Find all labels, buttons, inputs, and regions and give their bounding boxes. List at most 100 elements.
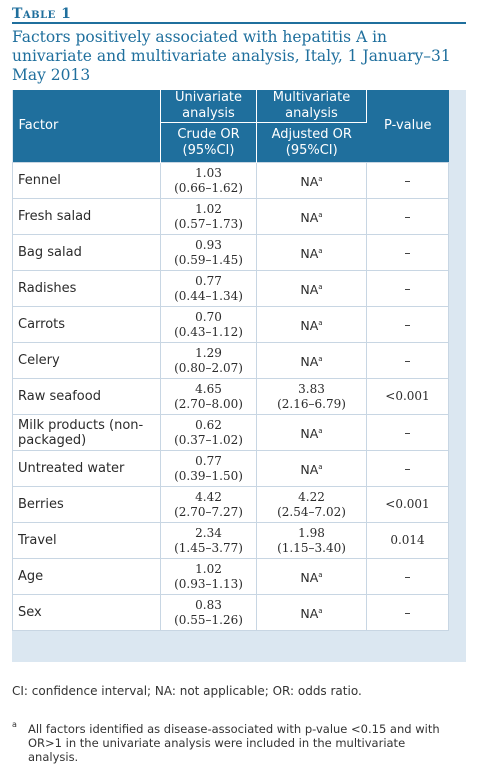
crude-ci-value: (0.39–1.50) [174,468,243,483]
crude-or-value: 0.83 [195,597,222,612]
adjusted-or-cell: NAa [256,234,367,271]
pvalue-cell: 0.014 [366,522,449,559]
pvalue-cell: <0.001 [366,378,449,415]
adjusted-or-cell: NAa [256,162,367,199]
adjusted-or-cell: NAa [256,198,367,235]
crude-or-cell: 0.77 (0.44–1.34) [160,270,257,307]
crude-or-value: 4.42 [195,489,222,504]
factor-cell: Raw seafood [12,378,161,415]
header-row-bottom: Crude OR (95%CI) Adjusted OR (95%CI) [13,122,449,163]
adjusted-or-cell: 1.98 (1.15–3.40) [256,522,367,559]
table-panel: Factor Univariate analysis Multivariate … [12,90,466,662]
adjusted-or-cell: 4.22 (2.54–7.02) [256,486,367,523]
adjusted-or-value: NA [300,210,319,226]
factor-cell: Bag salad [12,234,161,271]
adjusted-or-value: NA [300,462,319,478]
adjusted-or-value: 1.98 [298,525,325,540]
adjusted-or-value: 4.22 [298,489,325,504]
header-factor: Factor [12,90,161,163]
adjusted-or-cell: NAa [256,342,367,379]
table-row: Raw seafood 4.65 (2.70–8.00) 3.83 (2.16–6.79… [12,378,449,415]
footnote-a-text: All factors identified as disease-associ… [28,722,440,764]
footnote-ref: a [318,246,323,255]
adjusted-or-cell: NAa [256,450,367,487]
adjusted-or-value: 3.83 [298,381,325,396]
crude-or-cell: 0.83 (0.55–1.26) [160,594,257,631]
table-row: Fennel 1.03 (0.66–1.62) NAa – [12,162,449,199]
crude-or-cell: 0.70 (0.43–1.12) [160,306,257,343]
factor-cell: Age [12,558,161,595]
crude-or-cell: 0.93 (0.59–1.45) [160,234,257,271]
crude-ci-value: (0.80–2.07) [174,360,243,375]
factor-cell: Celery [12,342,161,379]
crude-or-cell: 1.02 (0.57–1.73) [160,198,257,235]
factor-cell: Travel [12,522,161,559]
crude-or-cell: 0.77 (0.39–1.50) [160,450,257,487]
crude-or-cell: 1.03 (0.66–1.62) [160,162,257,199]
crude-ci-value: (0.93–1.13) [174,576,243,591]
table-row: Travel 2.34 (1.45–3.77) 1.98 (1.15–3.40) 0.01… [12,522,449,559]
adjusted-or-value: NA [300,174,319,190]
pvalue-cell: – [366,450,449,487]
pvalue-cell: – [366,342,449,379]
pvalue-cell: <0.001 [366,486,449,523]
adjusted-or-cell: NAa [256,270,367,307]
crude-ci-value: (0.43–1.12) [174,324,243,339]
table-row: Sex 0.83 (0.55–1.26) NAa – [12,594,449,631]
adjusted-or-cell: NAa [256,414,367,451]
footnote-ref: a [318,174,323,183]
pvalue-cell: – [366,594,449,631]
factor-cell: Fennel [12,162,161,199]
header-crude-or-label: Crude OR [177,126,240,142]
adjusted-or-value: NA [300,246,319,262]
factor-cell: Berries [12,486,161,523]
pvalue-cell: – [366,414,449,451]
footnote-a-mark: a [12,720,17,729]
factor-cell: Carrots [12,306,161,343]
factor-cell: Radishes [12,270,161,307]
footnote-ref: a [318,606,323,615]
header-adjusted-ci-label: (95%CI) [285,142,338,158]
footnote-ref: a [318,354,323,363]
crude-ci-value: (0.55–1.26) [174,612,243,627]
adjusted-or-value: NA [300,318,319,334]
adjusted-ci-value: (2.54–7.02) [277,504,346,519]
adjusted-or-value: NA [300,354,319,370]
crude-or-value: 1.29 [195,345,222,360]
crude-ci-value: (2.70–7.27) [174,504,243,519]
pvalue-cell: – [366,558,449,595]
footnote-ref: a [318,210,323,219]
table-row: Berries 4.42 (2.70–7.27) 4.22 (2.54–7.02) <0.… [12,486,449,523]
pvalue-cell: – [366,162,449,199]
table-label: Table 1 [12,6,72,22]
adjusted-ci-value: (1.15–3.40) [277,540,346,555]
table-row: Radishes 0.77 (0.44–1.34) NAa – [12,270,449,307]
pvalue-cell: – [366,270,449,307]
header-adjusted-or-label: Adjusted OR [271,126,352,142]
crude-ci-value: (0.44–1.34) [174,288,243,303]
table-row: Untreated water 0.77 (0.39–1.50) NAa – [12,450,449,487]
crude-ci-value: (2.70–8.00) [174,396,243,411]
table-row: Milk products (non-packaged) 0.62 (0.37–1.… [12,414,449,451]
header-adjusted-or: Adjusted OR (95%CI) [256,122,367,163]
factor-cell: Untreated water [12,450,161,487]
adjusted-or-value: NA [300,282,319,298]
adjusted-or-cell: NAa [256,306,367,343]
header-crude-ci-label: (95%CI) [182,142,235,158]
crude-or-value: 0.77 [195,273,222,288]
table-row: Carrots 0.70 (0.43–1.12) NAa – [12,306,449,343]
header-row-top: Factor Univariate analysis Multivariate … [12,90,449,163]
factor-cell: Fresh salad [12,198,161,235]
crude-or-cell: 1.02 (0.93–1.13) [160,558,257,595]
crude-ci-value: (1.45–3.77) [174,540,243,555]
crude-or-value: 2.34 [195,525,222,540]
pvalue-cell: – [366,306,449,343]
header-crude-or: Crude OR (95%CI) [160,122,257,163]
crude-ci-value: (0.37–1.02) [174,432,243,447]
footnote-abbreviations: CI: confidence interval; NA: not applica… [12,684,362,698]
header-univariate: Univariate analysis [160,90,257,123]
crude-ci-value: (0.66–1.62) [174,180,243,195]
crude-or-value: 4.65 [195,381,222,396]
pvalue-cell: – [366,234,449,271]
adjusted-or-value: NA [300,426,319,442]
